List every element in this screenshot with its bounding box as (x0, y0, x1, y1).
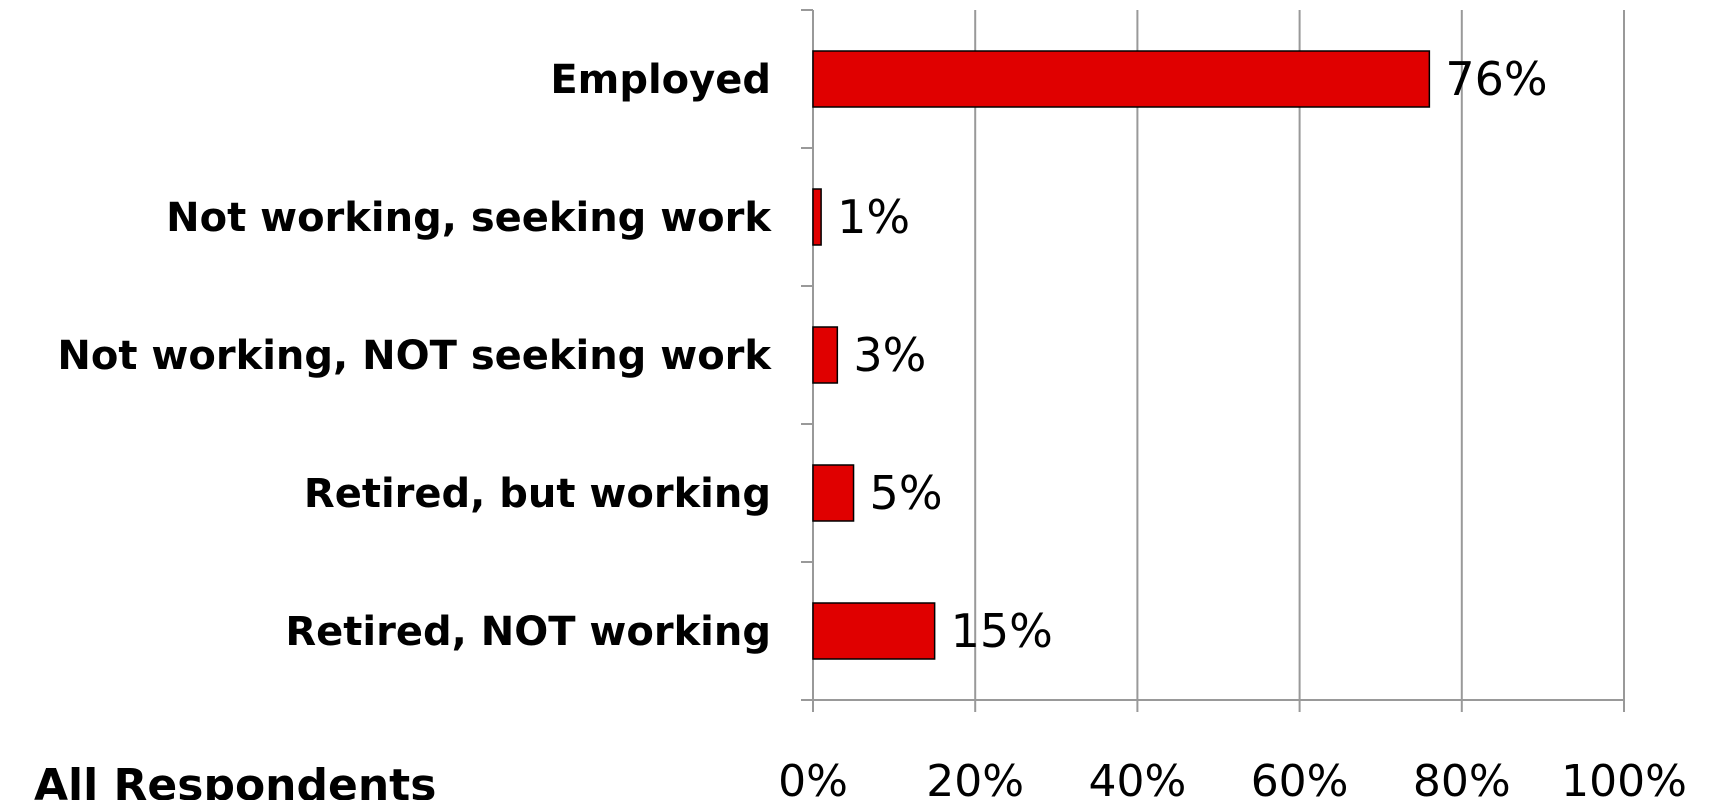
bar (812, 50, 1431, 108)
bar (812, 602, 936, 660)
labels: 0% 20% 40% 60% 80% 100% Employed 76% Not working… (57, 52, 1687, 805)
bar (812, 326, 839, 384)
data-label: 1% (837, 190, 910, 244)
category-label: Retired, but working (304, 471, 771, 517)
category-label: Employed (550, 57, 771, 103)
x-tick-label: 0% (778, 756, 848, 800)
data-label: 15% (951, 604, 1053, 658)
category-label: Not working, NOT seeking work (57, 333, 772, 379)
bar (812, 188, 822, 246)
data-label: 3% (853, 328, 926, 382)
x-tick-label: 80% (1413, 756, 1511, 800)
x-tick-label: 20% (926, 756, 1024, 800)
bar (812, 464, 855, 522)
gridlines (974, 10, 1625, 712)
category-label: Not working, seeking work (166, 195, 772, 241)
bars (812, 50, 1431, 660)
data-label: 5% (870, 466, 943, 520)
footer-label: All Respondents (34, 760, 436, 800)
x-tick-label: 40% (1089, 756, 1187, 800)
x-tick-label: 100% (1561, 756, 1687, 800)
category-label: Retired, NOT working (285, 609, 771, 655)
x-tick-label: 60% (1251, 756, 1349, 800)
data-label: 76% (1445, 52, 1547, 106)
